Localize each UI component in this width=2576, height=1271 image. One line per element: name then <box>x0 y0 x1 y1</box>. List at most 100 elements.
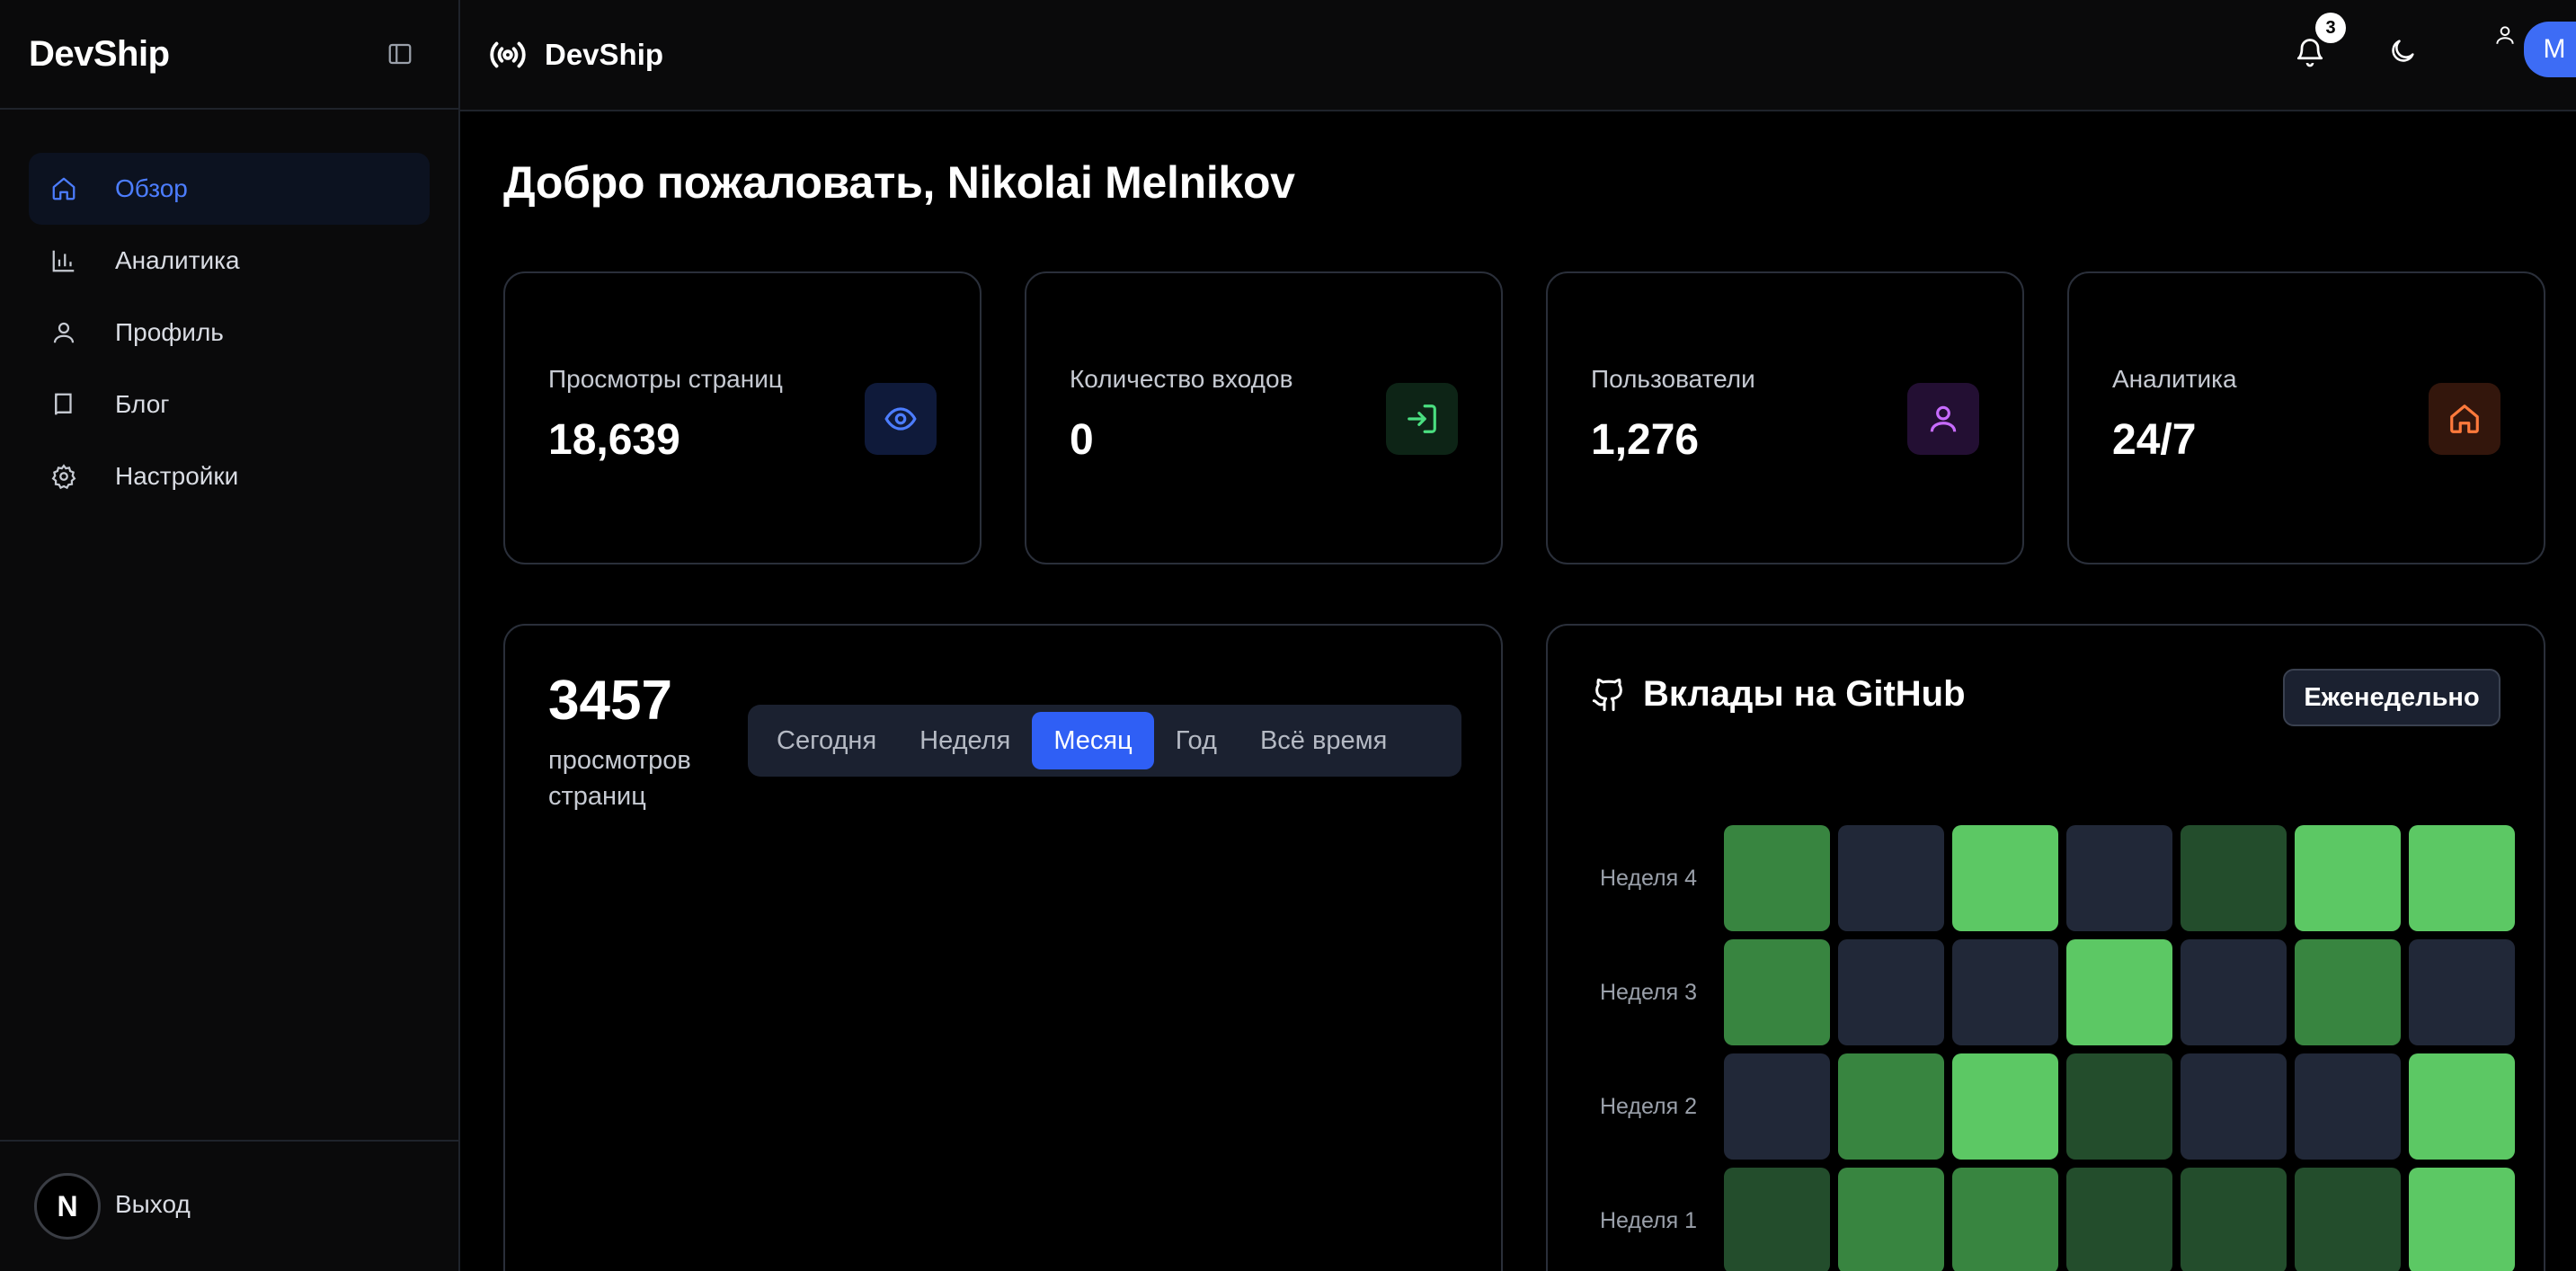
sidebar-toggle-icon[interactable] <box>385 39 415 69</box>
stat-label: Просмотры страниц <box>548 365 783 393</box>
contribution-cell[interactable] <box>1724 825 1830 931</box>
github-contributions-panel: Вклады на GitHub Еженедельно Неделя 4 Нед… <box>1546 624 2545 1271</box>
theme-toggle-button[interactable] <box>2387 36 2423 72</box>
contribution-cell[interactable] <box>1952 939 2058 1045</box>
github-title: Вклады на GitHub <box>1591 674 1966 715</box>
notification-badge: 3 <box>2315 13 2346 43</box>
contribution-row: Неделя 1 <box>1591 1168 2523 1271</box>
contribution-cell[interactable] <box>2409 1168 2515 1271</box>
contribution-row: Неделя 3 <box>1591 939 2523 1045</box>
contribution-cell[interactable] <box>1952 1168 2058 1271</box>
sidebar-item-label: Настройки <box>115 462 239 490</box>
stat-value: 1,276 <box>1591 416 1700 464</box>
logout-button[interactable]: N Выход <box>0 1140 458 1271</box>
contribution-cell[interactable] <box>2295 1053 2401 1160</box>
sidebar-item-profile[interactable]: Профиль <box>29 297 430 369</box>
contribution-cell[interactable] <box>2295 1168 2401 1271</box>
tab-all-time[interactable]: Всё время <box>1259 725 1388 755</box>
contribution-cell[interactable] <box>2181 1168 2287 1271</box>
contribution-cell[interactable] <box>2181 939 2287 1045</box>
page-views-value: 3457 <box>548 670 672 732</box>
stat-label: Пользователи <box>1591 365 1755 393</box>
tab-year[interactable]: Год <box>1175 725 1217 755</box>
contribution-cell[interactable] <box>2066 1168 2172 1271</box>
contribution-cell[interactable] <box>1838 1053 1944 1160</box>
bar-chart-icon <box>49 245 79 276</box>
book-icon <box>49 389 79 420</box>
sidebar-item-label: Обзор <box>115 174 188 202</box>
contribution-cell[interactable] <box>2181 1053 2287 1160</box>
time-range-tabs: Сегодня Неделя Месяц Год Всё время <box>748 705 1461 777</box>
page-views-subtitle: просмотров страниц <box>548 746 691 811</box>
logout-label: Выход <box>115 1190 191 1218</box>
week-label: Неделя 2 <box>1599 1093 1697 1119</box>
stat-value: 0 <box>1070 416 1094 464</box>
stat-label: Аналитика <box>2112 365 2237 393</box>
user-icon <box>1907 383 1979 455</box>
contribution-cell[interactable] <box>2066 939 2172 1045</box>
sidebar: DevShip Обзор Аналитика Профиль <box>0 0 460 1271</box>
home-icon <box>2429 383 2500 455</box>
contribution-cell[interactable] <box>1724 1168 1830 1271</box>
stat-card-logins: Количество входов 0 <box>1025 271 1503 564</box>
sidebar-item-label: Блог <box>115 390 170 418</box>
tab-week[interactable]: Неделя <box>919 725 1011 755</box>
contribution-cell[interactable] <box>1724 1053 1830 1160</box>
sidebar-item-label: Аналитика <box>115 246 240 274</box>
sidebar-brand[interactable]: DevShip <box>29 33 170 74</box>
contribution-cell[interactable] <box>2295 939 2401 1045</box>
stat-value: 18,639 <box>548 416 680 464</box>
avatar[interactable]: M <box>2524 22 2576 77</box>
broadcast-icon <box>487 34 529 76</box>
contribution-cell[interactable] <box>2409 825 2515 931</box>
sidebar-item-blog[interactable]: Блог <box>29 369 430 440</box>
github-title-text: Вклады на GitHub <box>1643 674 1966 714</box>
home-icon <box>49 173 79 204</box>
sidebar-item-overview[interactable]: Обзор <box>29 153 430 225</box>
contribution-cell[interactable] <box>1952 825 2058 931</box>
page-title: Добро пожаловать, Nikolai Melnikov <box>503 157 1295 208</box>
week-label: Неделя 4 <box>1599 865 1697 891</box>
contribution-cell[interactable] <box>2409 1053 2515 1160</box>
user-icon <box>49 317 79 348</box>
contribution-cell[interactable] <box>1838 825 1944 931</box>
top-header: DevShip 3 M <box>460 0 2576 111</box>
moon-icon <box>2387 40 2418 70</box>
contribution-row: Неделя 4 <box>1591 825 2523 931</box>
week-label: Неделя 3 <box>1599 979 1697 1005</box>
contribution-cell[interactable] <box>1838 939 1944 1045</box>
page-views-panel: 3457 просмотров страниц Сегодня Неделя М… <box>503 624 1503 1271</box>
bell-icon <box>2294 39 2326 72</box>
sidebar-header: DevShip <box>0 0 458 110</box>
contribution-cell[interactable] <box>1724 939 1830 1045</box>
nextjs-logo: N <box>34 1173 101 1240</box>
period-select-button[interactable]: Еженедельно <box>2283 669 2500 726</box>
sidebar-item-analytics[interactable]: Аналитика <box>29 225 430 297</box>
stat-card-analytics: Аналитика 24/7 <box>2067 271 2545 564</box>
stat-card-users: Пользователи 1,276 <box>1546 271 2024 564</box>
notifications-button[interactable]: 3 <box>2294 13 2346 72</box>
contribution-cell[interactable] <box>2066 825 2172 931</box>
contribution-cell[interactable] <box>2181 825 2287 931</box>
sidebar-item-settings[interactable]: Настройки <box>29 440 430 512</box>
contribution-cell[interactable] <box>2066 1053 2172 1160</box>
contribution-cell[interactable] <box>1952 1053 2058 1160</box>
user-menu-icon[interactable] <box>2493 23 2518 49</box>
stat-label: Количество входов <box>1070 365 1293 393</box>
login-icon <box>1386 383 1458 455</box>
tab-month[interactable]: Месяц <box>1032 712 1154 769</box>
eye-icon <box>865 383 937 455</box>
contribution-cell[interactable] <box>2409 939 2515 1045</box>
contribution-cell[interactable] <box>2295 825 2401 931</box>
sidebar-nav: Обзор Аналитика Профиль Блог Настройки <box>0 110 458 512</box>
tab-today[interactable]: Сегодня <box>777 725 877 755</box>
header-brand[interactable]: DevShip <box>487 34 663 76</box>
stat-value: 24/7 <box>2112 416 2197 464</box>
gear-icon <box>49 461 79 492</box>
stat-card-page-views: Просмотры страниц 18,639 <box>503 271 982 564</box>
sidebar-item-label: Профиль <box>115 318 224 346</box>
contribution-row: Неделя 2 <box>1591 1053 2523 1160</box>
github-icon <box>1591 677 1627 713</box>
contribution-cell[interactable] <box>1838 1168 1944 1271</box>
header-title: DevShip <box>545 38 664 71</box>
